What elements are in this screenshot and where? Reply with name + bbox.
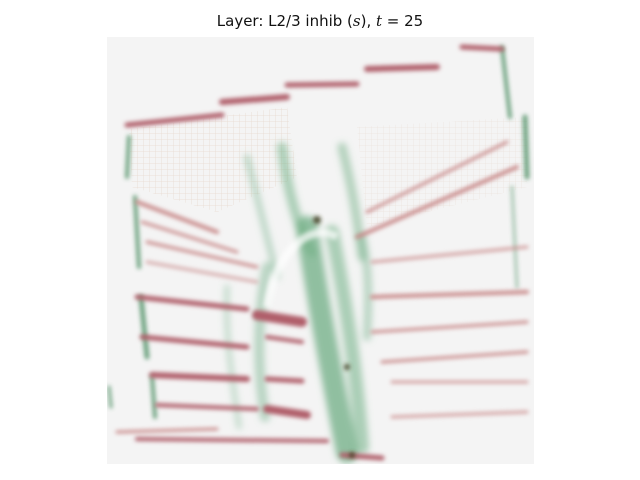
title-value: 25 [404,12,424,30]
arch-highlight [263,228,340,308]
dark-nodes [313,216,355,458]
activity-map-image [107,37,534,464]
title-eq: = [382,12,405,30]
excitatory-bands [115,44,529,461]
title-var-t: t [376,12,383,30]
title-prefix: Layer: L2/3 inhib ( [216,12,353,30]
figure-title: Layer: L2/3 inhib (s), t = 25 [0,12,640,30]
inhibitory-edges [107,45,530,419]
title-var-s: s [352,12,361,30]
inhibitory-strokes [224,142,373,463]
title-mid: ), [360,12,376,30]
